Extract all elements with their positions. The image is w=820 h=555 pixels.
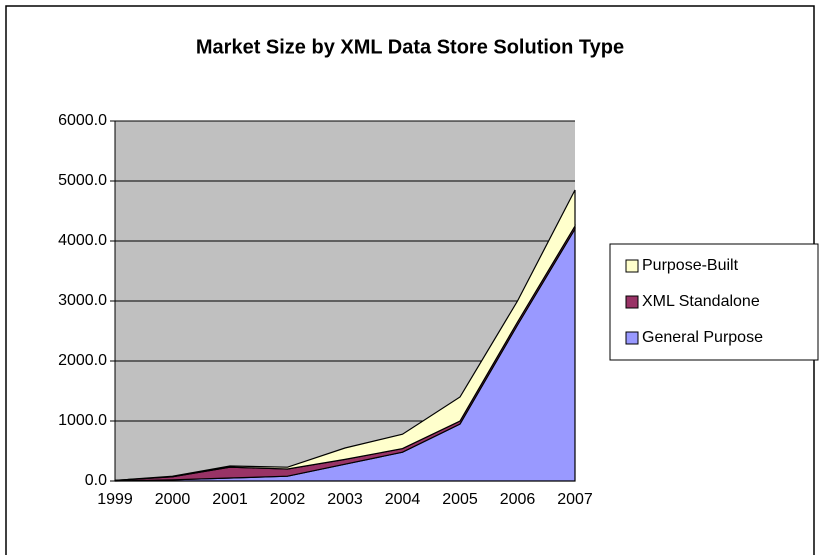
legend-label: Purpose-Built: [642, 257, 739, 274]
x-tick-label: 1999: [97, 491, 133, 508]
x-tick-label: 2002: [270, 491, 306, 508]
legend: [609, 243, 819, 361]
chart-title: Market Size by XML Data Store Solution T…: [196, 36, 624, 58]
y-tick-label: 3000.0: [58, 292, 107, 309]
y-tick-label: 2000.0: [58, 352, 107, 369]
x-tick-label: 2007: [557, 491, 593, 508]
y-tick-label: 6000.0: [58, 112, 107, 129]
legend-label: XML Standalone: [642, 293, 760, 310]
area: [114, 189, 576, 481]
x-tick-label: 2006: [500, 491, 536, 508]
legend-swatch: [625, 331, 639, 345]
y-tick-label: 4000.0: [58, 232, 107, 249]
legend-swatch: [625, 295, 639, 309]
x-tick-label: 2003: [327, 491, 363, 508]
legend-label: General Purpose: [642, 329, 763, 346]
x-tick-label: 2000: [155, 491, 191, 508]
x-tick-label: 2001: [212, 491, 248, 508]
y-tick-label: 5000.0: [58, 172, 107, 189]
legend-swatch: [625, 259, 639, 273]
x-tick-label: 2004: [385, 491, 421, 508]
y-tick-label: 1000.0: [58, 412, 107, 429]
y-tick-label: 0.0: [85, 472, 107, 489]
x-tick-label: 2005: [442, 491, 478, 508]
